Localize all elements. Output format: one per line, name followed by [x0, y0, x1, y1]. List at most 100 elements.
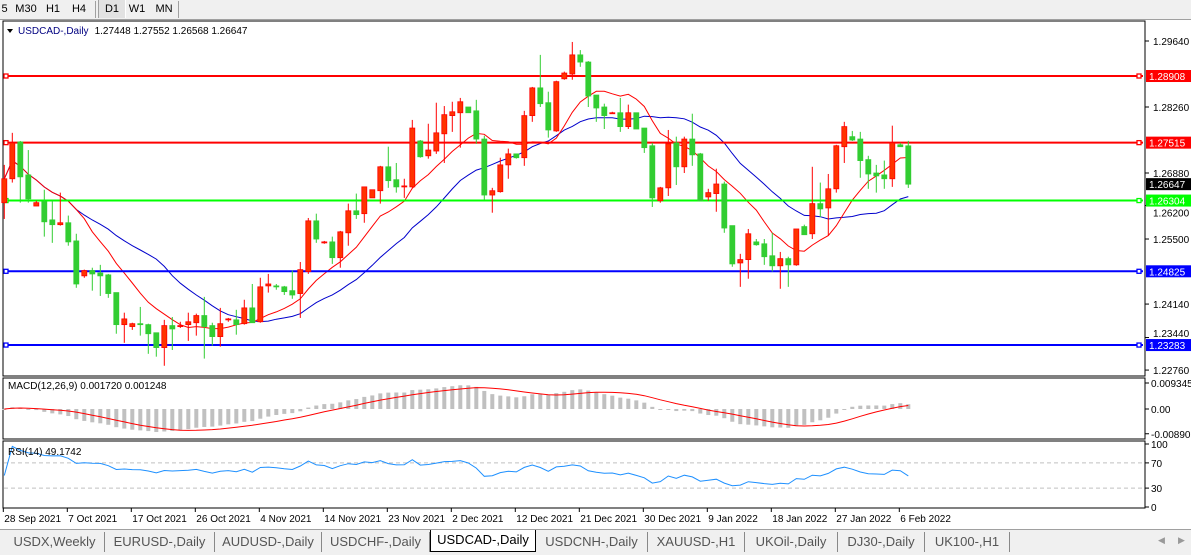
level-anchor-handle[interactable]: [1136, 268, 1142, 274]
bearish-candle[interactable]: [897, 144, 904, 148]
bearish-candle[interactable]: [353, 210, 360, 216]
bullish-candle[interactable]: [185, 321, 192, 326]
bearish-candle[interactable]: [385, 166, 392, 182]
timeframe-mn-button[interactable]: MN: [155, 3, 173, 15]
bearish-candle[interactable]: [465, 106, 472, 114]
bullish-candle[interactable]: [177, 325, 184, 327]
price-chart[interactable]: 1.29640 1.28260 1.26880 1.26200 1.25500 1.241…: [0, 0, 1191, 529]
bullish-candle[interactable]: [401, 185, 408, 188]
bearish-candle[interactable]: [17, 141, 24, 178]
bullish-candle[interactable]: [561, 72, 568, 80]
level-anchor-handle[interactable]: [1136, 139, 1142, 146]
bullish-candle[interactable]: [737, 259, 744, 264]
scroll-left-icon[interactable]: ◀: [1158, 535, 1165, 545]
bearish-candle[interactable]: [673, 142, 680, 168]
chart-tab[interactable]: DJ30-,Daily: [838, 532, 925, 552]
bullish-candle[interactable]: [745, 233, 752, 260]
timeframe-h1-button[interactable]: H1: [45, 3, 61, 15]
level-anchor-handle[interactable]: [3, 268, 9, 274]
bearish-candle[interactable]: [641, 127, 648, 149]
bearish-candle[interactable]: [769, 255, 776, 267]
bullish-candle[interactable]: [321, 241, 328, 244]
chart-tab[interactable]: XAUUSD-,H1: [648, 532, 745, 552]
bearish-candle[interactable]: [849, 136, 856, 141]
level-anchor-handle[interactable]: [3, 73, 9, 79]
bullish-candle[interactable]: [553, 81, 560, 132]
bullish-candle[interactable]: [833, 145, 840, 190]
bullish-candle[interactable]: [489, 190, 496, 196]
bearish-candle[interactable]: [585, 61, 592, 97]
bullish-candle[interactable]: [681, 138, 688, 168]
bullish-candle[interactable]: [265, 283, 272, 287]
bearish-candle[interactable]: [721, 183, 728, 229]
scroll-right-icon[interactable]: ▶: [1178, 535, 1185, 545]
bullish-candle[interactable]: [441, 114, 448, 135]
bullish-candle[interactable]: [129, 323, 136, 327]
bearish-candle[interactable]: [513, 153, 520, 159]
bullish-candle[interactable]: [705, 192, 712, 198]
bearish-candle[interactable]: [97, 272, 104, 277]
bearish-candle[interactable]: [817, 203, 824, 210]
bearish-candle[interactable]: [249, 307, 256, 324]
bullish-candle[interactable]: [777, 258, 784, 267]
bullish-candle[interactable]: [225, 318, 232, 321]
bullish-candle[interactable]: [297, 269, 304, 294]
bearish-candle[interactable]: [649, 145, 656, 199]
bullish-candle[interactable]: [625, 112, 632, 128]
bullish-candle[interactable]: [121, 318, 128, 326]
bullish-candle[interactable]: [425, 149, 432, 157]
bullish-candle[interactable]: [569, 54, 576, 75]
bearish-candle[interactable]: [417, 140, 424, 158]
bearish-candle[interactable]: [481, 138, 488, 196]
bearish-candle[interactable]: [89, 270, 96, 275]
bearish-candle[interactable]: [137, 323, 144, 326]
chart-tab[interactable]: USDCAD-,Daily: [430, 530, 536, 552]
bearish-candle[interactable]: [857, 138, 864, 161]
bullish-candle[interactable]: [1, 178, 8, 204]
bearish-candle[interactable]: [905, 145, 912, 185]
level-anchor-handle[interactable]: [3, 342, 9, 348]
bullish-candle[interactable]: [305, 220, 312, 272]
bearish-candle[interactable]: [49, 219, 56, 226]
bearish-candle[interactable]: [785, 258, 792, 266]
bearish-candle[interactable]: [689, 138, 696, 156]
bullish-candle[interactable]: [889, 142, 896, 180]
bearish-candle[interactable]: [697, 153, 704, 202]
timeframe-m30-button[interactable]: M30: [15, 3, 37, 15]
chart-menu-triangle-icon[interactable]: [7, 29, 13, 33]
bullish-candle[interactable]: [345, 210, 352, 234]
bearish-candle[interactable]: [537, 87, 544, 105]
bullish-candle[interactable]: [193, 315, 200, 324]
bearish-candle[interactable]: [145, 324, 152, 335]
bearish-candle[interactable]: [153, 332, 160, 348]
bearish-candle[interactable]: [209, 325, 216, 337]
bearish-candle[interactable]: [729, 225, 736, 265]
bullish-candle[interactable]: [529, 87, 536, 117]
bearish-candle[interactable]: [201, 315, 208, 327]
bullish-candle[interactable]: [497, 164, 504, 193]
bullish-candle[interactable]: [793, 228, 800, 266]
bullish-candle[interactable]: [257, 286, 264, 323]
bearish-candle[interactable]: [761, 243, 768, 258]
bullish-candle[interactable]: [337, 231, 344, 259]
bearish-candle[interactable]: [633, 112, 640, 130]
bullish-candle[interactable]: [521, 115, 528, 159]
bullish-candle[interactable]: [161, 325, 168, 348]
bullish-candle[interactable]: [713, 183, 720, 194]
bearish-candle[interactable]: [113, 292, 120, 326]
chart-tab[interactable]: UKOil-,Daily: [745, 532, 838, 552]
level-anchor-handle[interactable]: [1136, 73, 1142, 79]
bearish-candle[interactable]: [865, 159, 872, 175]
bearish-candle[interactable]: [233, 319, 240, 326]
bearish-candle[interactable]: [873, 172, 880, 177]
bearish-candle[interactable]: [73, 240, 80, 285]
timeframe-d1-button[interactable]: D1: [98, 0, 126, 18]
chart-tab[interactable]: AUDUSD-,Daily: [215, 532, 322, 552]
bearish-candle[interactable]: [881, 174, 888, 180]
bullish-candle[interactable]: [657, 187, 664, 202]
bearish-candle[interactable]: [601, 106, 608, 117]
timeframe-w1-button[interactable]: W1: [128, 3, 146, 15]
bearish-candle[interactable]: [753, 241, 760, 246]
bearish-candle[interactable]: [65, 222, 72, 243]
bearish-candle[interactable]: [313, 220, 320, 240]
